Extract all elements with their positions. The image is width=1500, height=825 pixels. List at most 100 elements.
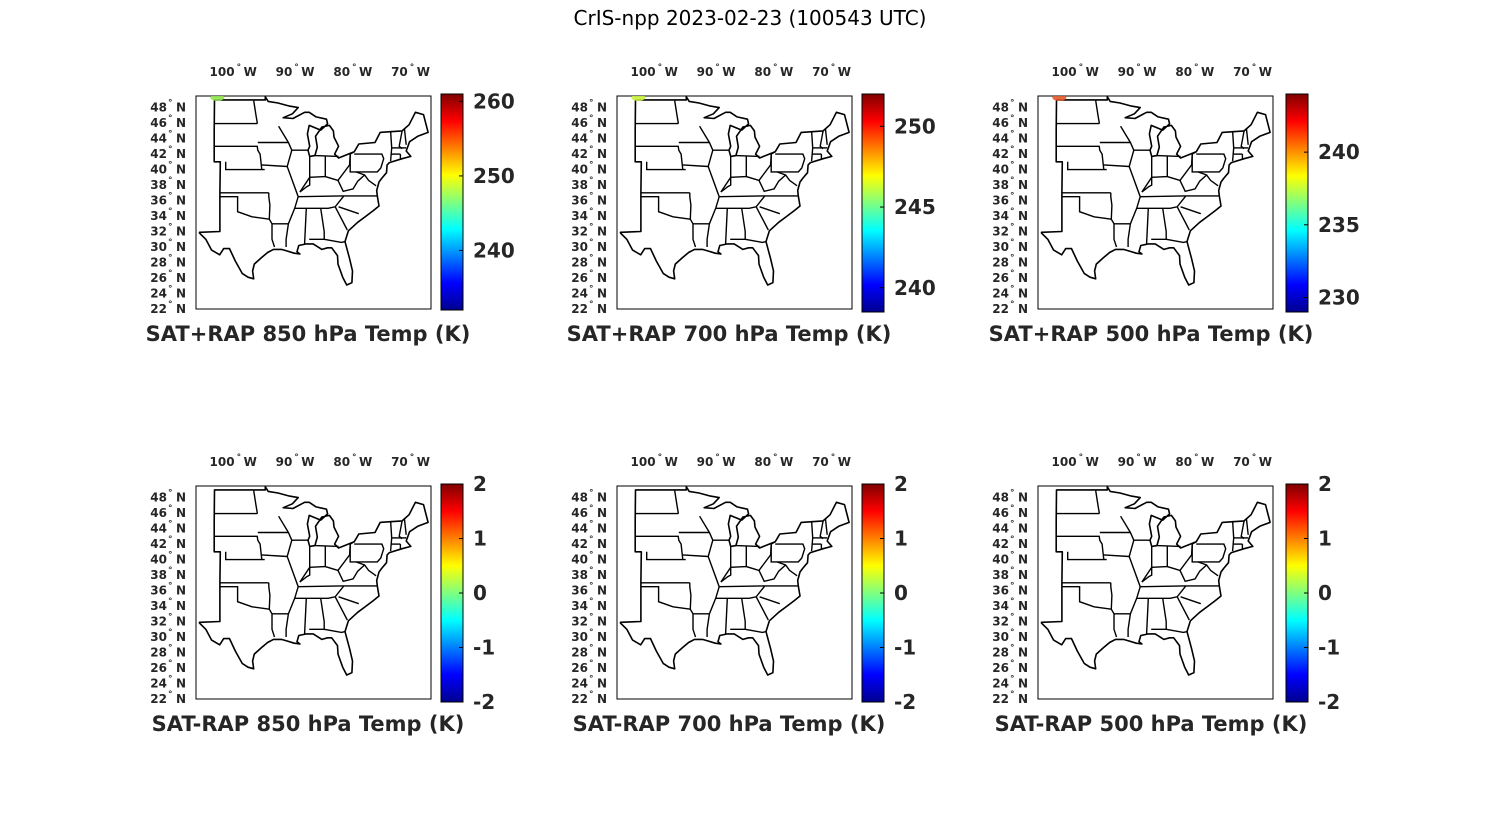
lat-tick-hemisphere: N xyxy=(597,615,607,629)
lon-tick-hemisphere: W xyxy=(665,65,678,79)
state-border xyxy=(298,585,377,588)
degree-symbol: ° xyxy=(589,192,594,202)
state-border xyxy=(715,195,766,210)
lon-tick-hemisphere: W xyxy=(1143,455,1156,469)
colorbar-tick-label: 1 xyxy=(894,527,908,551)
colorbar-tick-label: 250 xyxy=(473,164,515,188)
degree-symbol: ° xyxy=(831,453,836,463)
state-border xyxy=(214,535,263,560)
geography xyxy=(198,96,429,286)
lon-tick-value: 80 xyxy=(1175,65,1192,79)
lat-tick-hemisphere: N xyxy=(176,101,186,115)
lat-tick-value: 42 xyxy=(150,147,167,161)
lat-tick-value: 26 xyxy=(571,271,588,285)
degree-symbol: ° xyxy=(1010,489,1015,499)
lon-tick-value: 100 xyxy=(210,455,235,469)
state-border xyxy=(720,546,732,583)
lat-tick-hemisphere: N xyxy=(597,163,607,177)
degree-symbol: ° xyxy=(589,535,594,545)
map-panel: 100 ° W 90 ° W 80 ° W 70 ° W48 ° N46 ° N44 ° N42 ° N40 ° N38 °… xyxy=(150,453,495,736)
degree-symbol: ° xyxy=(1010,145,1015,155)
state-border xyxy=(299,175,326,193)
lon-tick-value: 100 xyxy=(1052,455,1077,469)
state-border xyxy=(224,551,265,561)
lat-tick-hemisphere: N xyxy=(1018,584,1028,598)
lat-tick-hemisphere: N xyxy=(1018,302,1028,316)
lon-tick-hemisphere: W xyxy=(665,455,678,469)
degree-symbol: ° xyxy=(168,597,173,607)
country-outline xyxy=(1040,486,1271,676)
lat-tick-value: 24 xyxy=(150,677,167,691)
colorbar-tick-label: 250 xyxy=(894,114,936,138)
state-border xyxy=(689,582,697,638)
state-border xyxy=(334,596,348,621)
colorbar-tick-label: 2 xyxy=(473,472,487,496)
lat-tick-value: 26 xyxy=(992,271,1009,285)
degree-symbol: ° xyxy=(410,453,415,463)
degree-symbol: ° xyxy=(589,504,594,514)
colorbar-tick-label: 0 xyxy=(894,581,908,605)
lat-tick-value: 32 xyxy=(992,225,1009,239)
state-border xyxy=(294,195,345,210)
colorbar xyxy=(440,93,464,311)
state-border xyxy=(730,208,746,241)
degree-symbol: ° xyxy=(1010,207,1015,217)
degree-symbol: ° xyxy=(1010,690,1015,700)
degree-symbol: ° xyxy=(589,161,594,171)
degree-symbol: ° xyxy=(168,582,173,592)
lat-tick-value: 28 xyxy=(992,256,1009,270)
state-border xyxy=(1141,156,1153,193)
state-border xyxy=(334,206,348,231)
lat-tick-value: 28 xyxy=(150,646,167,660)
colorbar-tick-label: 235 xyxy=(1318,213,1360,237)
state-border xyxy=(214,145,263,170)
degree-symbol: ° xyxy=(1252,63,1257,73)
degree-symbol: ° xyxy=(589,520,594,530)
degree-symbol: ° xyxy=(1194,63,1199,73)
figure-title: CrIS-npp 2023-02-23 (100543 UTC) xyxy=(573,6,927,30)
state-border xyxy=(824,518,828,535)
lat-tick-value: 42 xyxy=(992,537,1009,551)
colorbar-tick-label: 245 xyxy=(894,195,936,219)
state-border xyxy=(758,174,787,193)
state-border xyxy=(1095,100,1101,124)
lon-tick-value: 100 xyxy=(631,455,656,469)
colorbar-tick-label: 0 xyxy=(1318,581,1332,605)
colorbar-tick-label: 0 xyxy=(473,581,487,605)
lat-tick-hemisphere: N xyxy=(176,584,186,598)
lat-tick-value: 44 xyxy=(571,132,588,146)
lat-tick-value: 36 xyxy=(992,194,1009,208)
state-border xyxy=(770,151,776,155)
panel-title: SAT+RAP 700 hPa Temp (K) xyxy=(567,322,892,346)
map-panel: 100 ° W 90 ° W 80 ° W 70 ° W48 ° N46 ° N44 ° N42 ° N40 ° N38 °… xyxy=(992,453,1340,736)
lat-tick-hemisphere: N xyxy=(597,256,607,270)
lat-tick-value: 32 xyxy=(571,225,588,239)
state-border xyxy=(776,561,798,577)
lat-tick-value: 42 xyxy=(992,147,1009,161)
lat-tick-value: 42 xyxy=(150,537,167,551)
state-border xyxy=(1066,161,1107,171)
state-border xyxy=(355,561,377,577)
geography xyxy=(619,486,850,676)
lat-tick-hemisphere: N xyxy=(176,256,186,270)
lat-tick-value: 44 xyxy=(992,522,1009,536)
degree-symbol: ° xyxy=(1010,161,1015,171)
degree-symbol: ° xyxy=(1010,192,1015,202)
state-border xyxy=(1141,546,1153,583)
lon-tick-hemisphere: W xyxy=(780,455,793,469)
degree-symbol: ° xyxy=(589,644,594,654)
lat-tick-value: 28 xyxy=(571,646,588,660)
lat-tick-value: 40 xyxy=(150,163,167,177)
degree-symbol: ° xyxy=(168,176,173,186)
lat-tick-hemisphere: N xyxy=(597,506,607,520)
lat-tick-value: 38 xyxy=(571,568,588,582)
lat-tick-value: 42 xyxy=(571,147,588,161)
lon-tick-value: 80 xyxy=(1175,455,1192,469)
lat-tick-hemisphere: N xyxy=(176,646,186,660)
lat-tick-hemisphere: N xyxy=(1018,677,1028,691)
degree-symbol: ° xyxy=(1010,597,1015,607)
degree-symbol: ° xyxy=(168,628,173,638)
state-border xyxy=(1145,208,1149,244)
lat-tick-hemisphere: N xyxy=(176,506,186,520)
